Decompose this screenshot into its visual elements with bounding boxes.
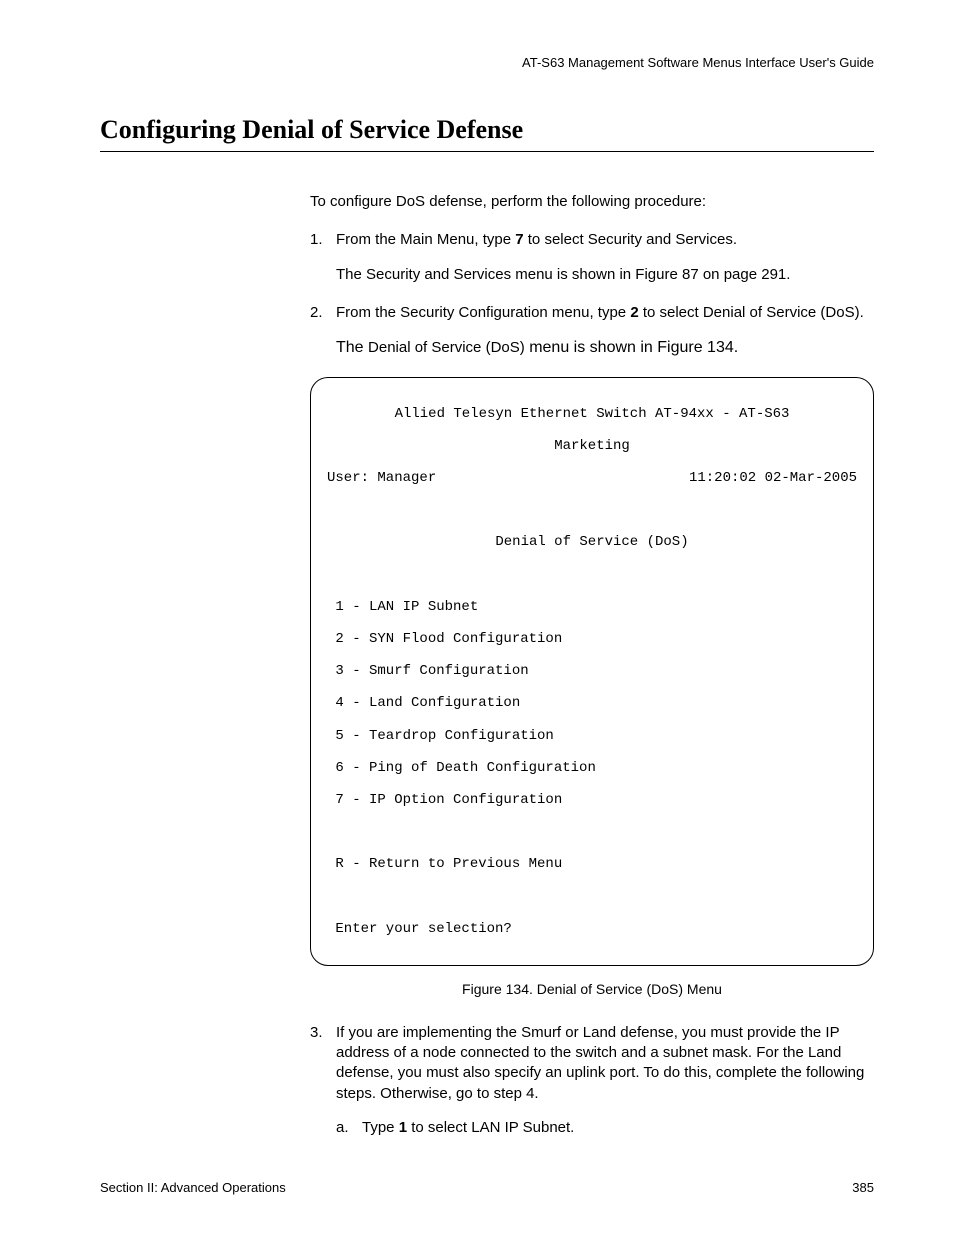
terminal-menu: Allied Telesyn Ethernet Switch AT-94xx -… [310, 377, 874, 966]
step-3-number: 3. [310, 1023, 336, 1104]
step-2-after-mid: Denial of Service (DoS) [368, 339, 525, 356]
terminal-item-2: 2 - SYN Flood Configuration [327, 631, 857, 647]
step-3a: a. Type 1 to select LAN IP Subnet. [336, 1118, 874, 1138]
step-3a-key: 1 [399, 1119, 407, 1136]
terminal-user: User: Manager [327, 470, 436, 486]
page: AT-S63 Management Software Menus Interfa… [0, 0, 954, 1235]
terminal-user-row: User: Manager 11:20:02 02-Mar-2005 [327, 470, 857, 486]
step-3a-number: a. [336, 1118, 362, 1138]
page-header: AT-S63 Management Software Menus Interfa… [100, 55, 874, 70]
terminal-item-3: 3 - Smurf Configuration [327, 663, 857, 679]
terminal-header-1: Allied Telesyn Ethernet Switch AT-94xx -… [327, 406, 857, 422]
step-3a-pre: Type [362, 1119, 399, 1136]
step-2-after-pre: The [336, 339, 368, 356]
terminal-blank-1 [327, 502, 857, 518]
terminal-item-5: 5 - Teardrop Configuration [327, 728, 857, 744]
step-3a-body: Type 1 to select LAN IP Subnet. [362, 1118, 574, 1138]
step-2: 2. From the Security Configuration menu,… [310, 303, 874, 323]
step-3: 3. If you are implementing the Smurf or … [310, 1023, 874, 1104]
step-2-after: The Denial of Service (DoS) menu is show… [336, 337, 874, 359]
step-2-key: 2 [630, 304, 638, 321]
step-1-pre: From the Main Menu, type [336, 231, 515, 248]
step-2-after-post: menu is shown in Figure 134. [525, 339, 738, 356]
terminal-prompt: Enter your selection? [327, 921, 857, 937]
terminal-header-2: Marketing [327, 438, 857, 454]
intro-text: To configure DoS defense, perform the fo… [310, 192, 874, 212]
step-2-body: From the Security Configuration menu, ty… [336, 303, 874, 323]
terminal-blank-2 [327, 567, 857, 583]
terminal-blank-3 [327, 824, 857, 840]
footer-section: Section II: Advanced Operations [100, 1180, 286, 1195]
terminal-blank-4 [327, 889, 857, 905]
figure-caption: Figure 134. Denial of Service (DoS) Menu [310, 980, 874, 999]
step-3a-post: to select LAN IP Subnet. [407, 1119, 574, 1136]
footer-page-number: 385 [852, 1180, 874, 1195]
terminal-item-1: 1 - LAN IP Subnet [327, 599, 857, 615]
terminal-item-7: 7 - IP Option Configuration [327, 792, 857, 808]
section-title: Configuring Denial of Service Defense [100, 115, 874, 152]
step-1-after: The Security and Services menu is shown … [336, 265, 874, 285]
step-2-pre: From the Security Configuration menu, ty… [336, 304, 630, 321]
step-1-post: to select Security and Services. [524, 231, 737, 248]
page-footer: Section II: Advanced Operations 385 [100, 1180, 874, 1195]
step-2-number: 2. [310, 303, 336, 323]
content-body: To configure DoS defense, perform the fo… [310, 192, 874, 1138]
terminal-item-6: 6 - Ping of Death Configuration [327, 760, 857, 776]
terminal-title: Denial of Service (DoS) [327, 534, 857, 550]
step-1-number: 1. [310, 230, 336, 250]
terminal-item-4: 4 - Land Configuration [327, 695, 857, 711]
step-2-post: to select Denial of Service (DoS). [639, 304, 864, 321]
terminal-timestamp: 11:20:02 02-Mar-2005 [689, 470, 857, 486]
step-1-key: 7 [515, 231, 523, 248]
step-3-body: If you are implementing the Smurf or Lan… [336, 1023, 874, 1104]
terminal-return: R - Return to Previous Menu [327, 856, 857, 872]
step-1-body: From the Main Menu, type 7 to select Sec… [336, 230, 874, 250]
step-1: 1. From the Main Menu, type 7 to select … [310, 230, 874, 250]
